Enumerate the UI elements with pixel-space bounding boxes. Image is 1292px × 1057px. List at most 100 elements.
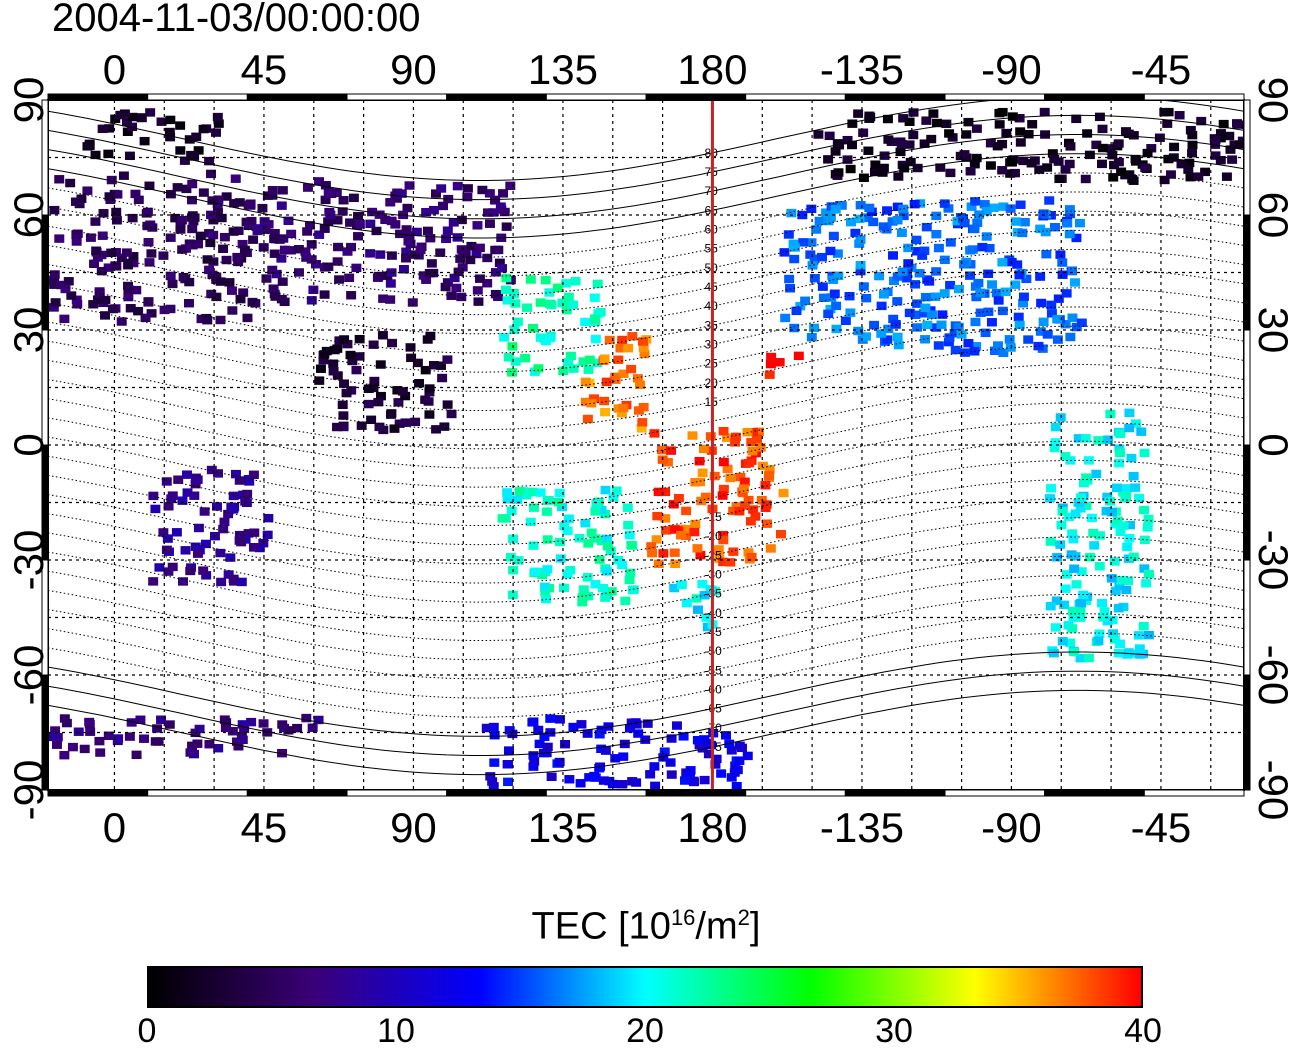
tec-cell bbox=[528, 751, 539, 760]
tec-cell bbox=[845, 164, 856, 174]
tec-cell bbox=[692, 544, 703, 553]
tec-cell bbox=[529, 757, 540, 766]
tec-cell bbox=[970, 197, 981, 206]
tec-cell bbox=[353, 232, 364, 241]
tec-cell bbox=[269, 229, 280, 238]
tec-cell bbox=[59, 750, 70, 760]
tec-cell bbox=[512, 495, 523, 504]
tec-cell bbox=[172, 183, 183, 192]
tec-cell bbox=[365, 219, 376, 229]
tec-cell bbox=[699, 735, 710, 744]
tec-cell bbox=[1007, 158, 1017, 167]
tec-cell bbox=[959, 260, 970, 269]
bottom-longitude-labels: 0 45 90 135 180 -135 -90 -45 bbox=[103, 804, 1192, 851]
tec-cell bbox=[869, 167, 880, 177]
frame-tick-bar bbox=[147, 93, 248, 101]
tec-cell bbox=[678, 732, 689, 741]
tec-cell bbox=[1225, 145, 1236, 154]
bottom-longitude-label: 135 bbox=[528, 804, 598, 851]
tec-cell bbox=[539, 582, 550, 592]
frame-tick-bar bbox=[545, 93, 647, 101]
tec-cell bbox=[1165, 170, 1176, 179]
magnetic-contour bbox=[48, 364, 1244, 450]
tec-cell bbox=[258, 538, 269, 548]
tec-cell bbox=[111, 207, 122, 217]
tec-cell bbox=[1012, 260, 1023, 269]
tec-cell bbox=[893, 340, 904, 350]
frame-tick-bar bbox=[1243, 329, 1251, 446]
tec-cell bbox=[652, 511, 663, 521]
tec-cell bbox=[239, 245, 250, 255]
tec-cell bbox=[410, 417, 421, 427]
tec-cell bbox=[375, 391, 386, 401]
tec-cell bbox=[94, 736, 105, 746]
tec-cell bbox=[764, 471, 775, 480]
tec-cell bbox=[1122, 542, 1133, 552]
tec-cell bbox=[949, 329, 960, 338]
tec-cell bbox=[599, 396, 610, 406]
tec-cell bbox=[910, 310, 921, 320]
tec-cell bbox=[1067, 624, 1078, 633]
tec-cell bbox=[626, 541, 637, 550]
tec-cell bbox=[1094, 531, 1105, 540]
tec-cell bbox=[143, 238, 154, 247]
tec-cell bbox=[662, 458, 673, 467]
tec-cell bbox=[988, 203, 999, 213]
tec-cell bbox=[323, 262, 334, 271]
tec-cell bbox=[882, 114, 893, 124]
tec-cell bbox=[63, 277, 74, 286]
tec-cell bbox=[1044, 494, 1055, 503]
tec-cell bbox=[477, 185, 488, 195]
tec-cell bbox=[973, 278, 984, 288]
tec-cell bbox=[345, 350, 356, 360]
tec-cell bbox=[147, 223, 158, 232]
tec-cell bbox=[716, 769, 727, 778]
tec-cell bbox=[1136, 427, 1147, 436]
tec-cell bbox=[1068, 613, 1079, 623]
tec-cell bbox=[236, 577, 247, 587]
tec-cell bbox=[249, 528, 260, 537]
tec-cell bbox=[935, 163, 946, 172]
right-latitude-label: 60 bbox=[1250, 192, 1292, 239]
tec-cell bbox=[1076, 318, 1087, 327]
tec-cell bbox=[127, 122, 138, 132]
tec-cell bbox=[883, 324, 894, 334]
tec-cell bbox=[874, 271, 885, 281]
tec-cell bbox=[452, 181, 463, 191]
tec-cell bbox=[899, 163, 910, 173]
tec-cell bbox=[618, 403, 629, 413]
tec-cell bbox=[786, 208, 797, 218]
tec-cell bbox=[700, 492, 711, 502]
tec-cell bbox=[122, 127, 133, 137]
tec-cell bbox=[855, 235, 866, 244]
tec-cell bbox=[346, 242, 356, 252]
tec-cell bbox=[855, 261, 866, 270]
tec-cell bbox=[510, 299, 521, 308]
tec-cell bbox=[154, 563, 165, 572]
tec-cell bbox=[945, 238, 956, 247]
tec-cell bbox=[904, 140, 915, 149]
tec-cell bbox=[184, 135, 195, 144]
tec-cell bbox=[997, 258, 1008, 267]
tec-cell bbox=[633, 729, 644, 738]
tec-cell bbox=[366, 415, 377, 425]
tec-cell bbox=[84, 717, 95, 727]
tec-cell bbox=[939, 255, 950, 265]
tec-cell bbox=[544, 288, 555, 297]
tec-cell bbox=[385, 295, 396, 304]
tec-cell bbox=[1113, 604, 1124, 613]
tec-cell bbox=[243, 200, 254, 210]
tec-cell bbox=[1221, 172, 1232, 181]
tec-cell bbox=[542, 496, 553, 505]
tec-cell bbox=[52, 740, 62, 749]
tec-cell bbox=[789, 243, 800, 252]
tec-cell bbox=[1082, 129, 1093, 138]
tec-cell bbox=[631, 778, 642, 787]
tec-cell bbox=[488, 782, 499, 790]
tec-cell bbox=[300, 247, 311, 256]
frame-tick-bar bbox=[1243, 99, 1251, 216]
tec-cell bbox=[371, 226, 382, 236]
tec-cell bbox=[123, 285, 134, 294]
tec-cell bbox=[263, 220, 274, 229]
bottom-longitude-label: -135 bbox=[820, 804, 904, 851]
